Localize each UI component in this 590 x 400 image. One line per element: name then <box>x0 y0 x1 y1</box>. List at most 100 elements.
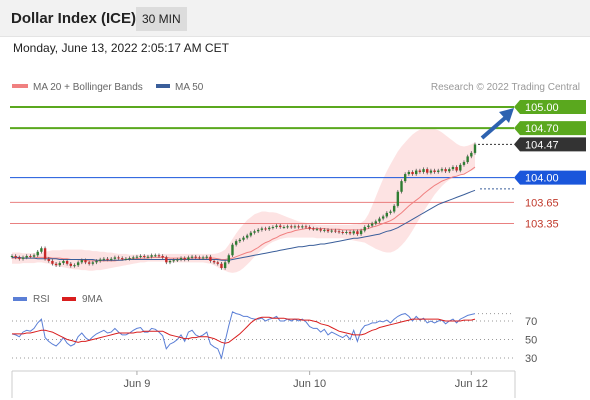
candle-body-73 <box>279 225 282 228</box>
candle-body-122 <box>459 164 462 171</box>
candle-body-79 <box>301 226 304 228</box>
candle-body-53 <box>205 256 208 258</box>
level-badge-104.00 <box>514 170 586 185</box>
x-tick-label-2: Jun 12 <box>455 378 488 390</box>
level-badge-105.00 <box>514 100 586 114</box>
candle-body-93 <box>352 231 355 234</box>
candle-body-38 <box>150 255 153 257</box>
candle-body-9 <box>43 248 47 259</box>
projection-arrow-head <box>499 108 514 123</box>
candle-body-65 <box>249 232 253 236</box>
candle-body-25 <box>102 258 106 260</box>
candle-body-29 <box>117 257 120 259</box>
legend-label-bollinger: MA 20 + Bollinger Bands <box>33 82 143 93</box>
legend-label-9ma: 9MA <box>82 294 103 305</box>
candle-body-78 <box>297 226 300 228</box>
candle-body-5 <box>29 255 32 257</box>
candle-body-18 <box>76 262 80 266</box>
candle-body-11 <box>51 260 54 264</box>
candle-body-31 <box>124 258 128 260</box>
legend-swatch-bollinger <box>12 84 28 88</box>
candle-body-82 <box>312 228 315 230</box>
candle-body-32 <box>128 258 131 260</box>
candle-body-33 <box>132 257 135 259</box>
candle-body-26 <box>106 258 109 260</box>
candle-body-117 <box>440 169 444 171</box>
candle-body-21 <box>87 262 91 264</box>
candle-body-35 <box>139 255 142 257</box>
watermark-text: Research © 2022 Trading Central <box>431 82 580 93</box>
candle-body-99 <box>374 221 377 224</box>
rsi-9ma-line <box>12 316 476 344</box>
candle-body-1 <box>14 255 17 258</box>
candle-body-83 <box>315 229 319 231</box>
candle-body-43 <box>168 260 172 263</box>
candle-body-57 <box>220 263 223 268</box>
instrument-title: Dollar Index (ICE) <box>11 10 137 27</box>
candle-body-75 <box>286 226 289 228</box>
candle-body-23 <box>95 260 98 263</box>
candle-body-97 <box>367 225 370 228</box>
candle-body-77 <box>293 226 297 228</box>
candle-body-45 <box>176 259 179 261</box>
candle-body-85 <box>323 229 326 231</box>
level-label-104.00: 104.00 <box>525 173 559 185</box>
candle-body-124 <box>466 156 469 163</box>
candle-body-74 <box>282 227 286 229</box>
legend-swatch-rsi <box>13 297 27 301</box>
candle-body-42 <box>165 257 168 263</box>
candle-body-66 <box>253 231 256 233</box>
candle-body-10 <box>47 258 50 261</box>
candle-body-114 <box>429 170 433 173</box>
level-label-105.00: 105.00 <box>525 102 559 114</box>
candle-body-46 <box>179 258 183 260</box>
rsi-line <box>11 311 476 360</box>
candle-body-56 <box>216 262 219 264</box>
candle-body-89 <box>337 231 341 233</box>
level-label-104.70: 104.70 <box>525 123 559 135</box>
candle-body-106 <box>400 181 403 192</box>
candle-body-91 <box>345 231 348 233</box>
candle-body-39 <box>154 255 157 257</box>
candle-body-103 <box>389 211 392 213</box>
candle-body-112 <box>422 169 425 172</box>
candle-body-95 <box>359 230 363 235</box>
candle-body-88 <box>334 230 337 232</box>
candle-body-2 <box>18 257 21 259</box>
candle-body-64 <box>245 235 249 238</box>
candle-body-121 <box>455 167 458 171</box>
candle-body-109 <box>411 171 414 175</box>
candle-body-8 <box>40 248 43 252</box>
candle-body-22 <box>91 262 95 264</box>
candle-body-27 <box>110 258 113 260</box>
level-label-103.65: 103.65 <box>525 197 559 209</box>
legend-swatch-9ma <box>62 297 76 301</box>
interval-badge[interactable]: 30 MIN <box>136 7 187 31</box>
candle-body-48 <box>187 257 190 260</box>
candle-body-59 <box>227 255 231 263</box>
candle-body-98 <box>370 223 374 226</box>
candle-body-28 <box>113 257 117 259</box>
candle-body-24 <box>98 259 102 261</box>
candle-body-101 <box>381 216 385 219</box>
candle-body-7 <box>36 251 39 256</box>
candle-body-115 <box>433 170 436 172</box>
candle-body-69 <box>264 228 267 230</box>
candle-body-126 <box>473 144 477 153</box>
candle-body-51 <box>198 257 201 259</box>
candle-body-52 <box>201 257 205 259</box>
candle-body-102 <box>385 212 389 217</box>
candle-body-86 <box>326 229 330 232</box>
candle-body-0 <box>10 255 14 257</box>
candle-body-3 <box>21 257 25 259</box>
rsi-tick-70: 70 <box>525 316 537 328</box>
candle-body-92 <box>348 231 352 234</box>
candle-body-72 <box>275 225 278 228</box>
candle-body-4 <box>25 255 28 258</box>
bollinger-band-area <box>12 128 475 273</box>
candle-body-58 <box>223 262 227 268</box>
candle-body-37 <box>146 256 150 258</box>
candle-body-47 <box>183 258 186 260</box>
candle-body-104 <box>392 205 396 212</box>
